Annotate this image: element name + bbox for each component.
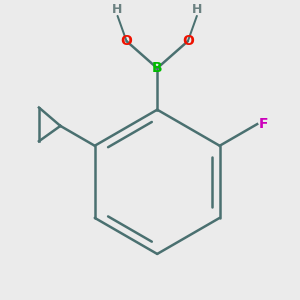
Text: H: H bbox=[112, 3, 123, 16]
Text: O: O bbox=[121, 34, 133, 48]
Text: O: O bbox=[182, 34, 194, 48]
Text: F: F bbox=[259, 117, 268, 131]
Text: B: B bbox=[152, 61, 163, 75]
Text: H: H bbox=[192, 3, 202, 16]
